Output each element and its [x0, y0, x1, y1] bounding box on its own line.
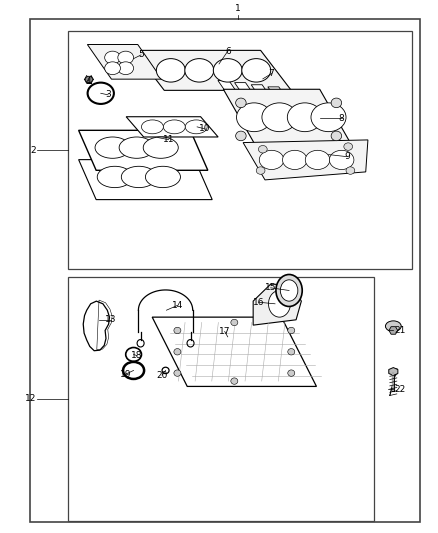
Ellipse shape: [242, 59, 271, 82]
Text: 7: 7: [268, 69, 275, 78]
Ellipse shape: [276, 274, 302, 306]
Ellipse shape: [346, 167, 355, 174]
Text: 8: 8: [339, 114, 345, 123]
Ellipse shape: [174, 349, 181, 355]
Ellipse shape: [85, 76, 92, 83]
Ellipse shape: [288, 327, 295, 334]
Ellipse shape: [288, 370, 295, 376]
Text: 15: 15: [265, 284, 276, 292]
Text: 22: 22: [394, 385, 406, 393]
Polygon shape: [78, 160, 212, 200]
Text: 2: 2: [30, 146, 36, 155]
Text: 12: 12: [25, 394, 36, 403]
Polygon shape: [223, 89, 355, 150]
Ellipse shape: [311, 103, 346, 132]
Ellipse shape: [344, 143, 353, 150]
Polygon shape: [152, 317, 316, 386]
Ellipse shape: [231, 378, 238, 384]
Polygon shape: [243, 140, 368, 180]
Ellipse shape: [268, 290, 290, 317]
Polygon shape: [389, 327, 398, 334]
Text: 10: 10: [199, 125, 211, 133]
Text: 9: 9: [344, 152, 350, 161]
Ellipse shape: [329, 150, 354, 169]
Ellipse shape: [156, 59, 185, 82]
Text: 19: 19: [120, 370, 131, 378]
FancyBboxPatch shape: [68, 277, 374, 521]
Ellipse shape: [145, 166, 180, 188]
Ellipse shape: [185, 59, 214, 82]
Polygon shape: [134, 51, 291, 90]
Ellipse shape: [231, 319, 238, 326]
Ellipse shape: [287, 103, 322, 132]
Ellipse shape: [174, 327, 181, 334]
Text: 18: 18: [131, 351, 142, 360]
Polygon shape: [218, 80, 236, 90]
Polygon shape: [87, 45, 162, 79]
Ellipse shape: [331, 131, 342, 141]
Text: 17: 17: [219, 327, 230, 336]
FancyBboxPatch shape: [68, 31, 412, 269]
Polygon shape: [389, 368, 398, 375]
Ellipse shape: [259, 150, 284, 169]
Ellipse shape: [185, 120, 207, 134]
Ellipse shape: [143, 137, 178, 158]
Polygon shape: [253, 284, 301, 325]
Ellipse shape: [97, 166, 132, 188]
Ellipse shape: [105, 62, 120, 75]
Ellipse shape: [237, 103, 272, 132]
Ellipse shape: [385, 321, 401, 332]
Polygon shape: [78, 131, 208, 171]
FancyBboxPatch shape: [30, 19, 420, 522]
Ellipse shape: [163, 120, 185, 134]
Text: 6: 6: [225, 47, 231, 55]
Ellipse shape: [95, 137, 130, 158]
Ellipse shape: [280, 280, 298, 301]
Text: 5: 5: [138, 51, 144, 59]
Ellipse shape: [141, 120, 163, 134]
Ellipse shape: [119, 137, 154, 158]
Ellipse shape: [121, 166, 156, 188]
Ellipse shape: [236, 98, 246, 108]
Text: 21: 21: [394, 326, 406, 335]
Text: 14: 14: [172, 301, 183, 310]
Text: 3: 3: [105, 91, 111, 99]
Ellipse shape: [258, 146, 267, 153]
Ellipse shape: [331, 98, 342, 108]
Text: 1: 1: [235, 4, 241, 13]
Ellipse shape: [288, 349, 295, 355]
Text: 16: 16: [253, 298, 264, 306]
Polygon shape: [268, 87, 285, 96]
Ellipse shape: [118, 51, 134, 64]
Text: 11: 11: [163, 135, 174, 144]
Ellipse shape: [262, 103, 297, 132]
Ellipse shape: [174, 370, 181, 376]
Ellipse shape: [283, 150, 307, 169]
Ellipse shape: [256, 167, 265, 174]
Text: 4: 4: [86, 77, 91, 85]
Text: 13: 13: [105, 316, 117, 324]
Polygon shape: [234, 83, 252, 92]
Ellipse shape: [105, 51, 120, 64]
Ellipse shape: [118, 62, 134, 75]
Text: 20: 20: [156, 371, 168, 379]
Polygon shape: [126, 117, 218, 137]
Polygon shape: [251, 85, 268, 94]
Ellipse shape: [305, 150, 330, 169]
Ellipse shape: [213, 59, 242, 82]
Ellipse shape: [236, 131, 246, 141]
